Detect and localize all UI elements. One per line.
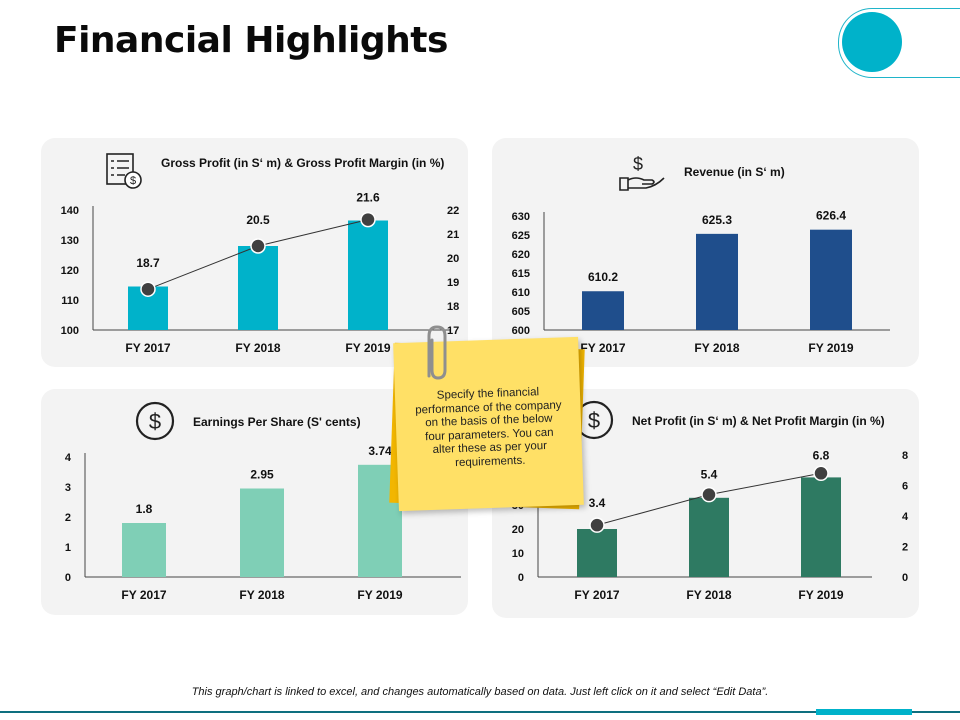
y2-tick-label: 2 [902,542,908,554]
y-tick-label: 0 [65,572,71,584]
line-data-label: 21.6 [356,191,380,205]
y-tick-label: 100 [61,325,79,337]
bar-fy-2019 [801,477,841,577]
y2-tick-label: 22 [447,205,459,217]
chart-title: Gross Profit (in S‘ m) & Gross Profit Ma… [161,156,444,170]
bottom-accent-bar [816,709,912,715]
y-tick-label: 3 [65,482,71,494]
bar-fy-2018 [689,497,729,577]
bar-fy-2017 [582,291,624,330]
line-point [360,211,376,228]
y-tick-label: 130 [61,235,79,247]
y-tick-label: 610 [512,287,530,299]
y-tick-label: 20 [512,524,524,536]
y2-tick-label: 18 [447,301,459,313]
y2-tick-label: 19 [447,277,459,289]
y-tick-label: 0 [518,572,524,584]
decorative-ring [838,8,960,78]
footer-note: This graph/chart is linked to excel, and… [191,686,769,698]
x-tick-label: FY 2018 [239,588,284,602]
y-tick-label: 625 [512,230,530,242]
dollar-circle-icon: $ [135,401,175,441]
revenue-chart[interactable]: $ Revenue (in S‘ m) 600 605 610 615 620 625 630 F… [492,138,919,367]
revenue-panel: $ Revenue (in S‘ m) 600 605 610 615 620 625 630 F… [492,138,919,367]
bar-fy-2018 [696,233,738,330]
y-tick-label: 2 [65,512,71,524]
page-title: Financial Highlights [54,20,448,61]
y-tick-label: 110 [61,295,79,307]
x-tick-label: FY 2017 [580,341,625,355]
y-tick-label: 630 [512,211,530,223]
sticky-note-text: Specify the financial performance of the… [415,386,562,469]
net-profit-chart[interactable]: $ Net Profit (in S‘ m) & Net Profit Margi… [492,389,919,618]
invoice-dollar-icon: $ [106,153,142,189]
line-point [701,486,717,503]
y-tick-label: 10 [512,548,524,560]
svg-text:$: $ [633,154,643,174]
svg-text:$: $ [149,409,161,434]
y-tick-label: 615 [512,268,530,280]
y2-tick-label: 4 [902,511,909,523]
svg-text:$: $ [588,408,600,433]
y2-tick-label: 0 [902,572,908,584]
chart-title: Revenue (in S‘ m) [684,165,785,179]
y-tick-label: 1 [65,542,71,554]
line-point [813,465,829,482]
x-tick-label: FY 2017 [574,588,619,602]
y2-tick-label: 20 [447,253,459,265]
gross-profit-panel: $ Gross Profit (in S‘ m) & Gross Profit M… [41,138,468,367]
x-tick-label: FY 2018 [694,341,739,355]
bar-fy-2019 [348,220,388,330]
y-tick-label: 620 [512,249,530,261]
line-data-label: 3.4 [589,496,606,510]
x-tick-label: FY 2018 [686,588,731,602]
x-tick-label: FY 2017 [121,588,166,602]
y-tick-label: 605 [512,306,530,318]
line-point [589,517,605,533]
gross-profit-chart[interactable]: $ Gross Profit (in S‘ m) & Gross Profit M… [41,138,468,367]
line-point [250,238,266,254]
line-data-label: 20.5 [246,213,270,227]
line-data-label: 6.8 [813,448,830,462]
data-label: 625.3 [702,213,732,227]
bar-fy-2017 [577,529,617,577]
y-tick-label: 600 [512,325,530,337]
bar-fy-2019 [810,229,852,330]
y-tick-label: 140 [61,205,79,217]
x-tick-label: FY 2019 [808,341,853,355]
bar-fy-2018 [238,246,278,330]
hand-dollar-icon: $ [619,154,665,191]
paperclip-icon [427,325,447,380]
y2-tick-label: 17 [447,325,459,337]
x-tick-label: FY 2017 [125,341,170,355]
chart-title: Earnings Per Share (S' cents) [193,415,361,429]
bottom-rule [0,711,960,713]
y-tick-label: 4 [65,452,72,464]
svg-text:$: $ [130,175,136,187]
line-point [140,281,156,297]
line-data-label: 5.4 [701,468,718,482]
data-label: 626.4 [816,209,846,223]
data-label: 1.8 [136,502,153,516]
chart-title: Net Profit (in S‘ m) & Net Profit Margin… [632,414,885,428]
x-tick-label: FY 2019 [357,588,402,602]
line-data-label: 18.7 [136,256,160,270]
y2-tick-label: 8 [902,450,908,462]
x-tick-label: FY 2019 [345,341,390,355]
y2-tick-label: 21 [447,229,459,241]
y-tick-label: 120 [61,265,79,277]
y2-tick-label: 6 [902,481,908,493]
data-label: 2.95 [250,468,274,482]
x-tick-label: FY 2019 [798,588,843,602]
bar-fy-2018 [240,488,284,577]
decorative-circle [842,12,902,72]
bar-fy-2017 [122,523,166,577]
x-tick-label: FY 2018 [235,341,280,355]
data-label: 610.2 [588,270,618,284]
data-label: 3.74 [368,444,392,458]
